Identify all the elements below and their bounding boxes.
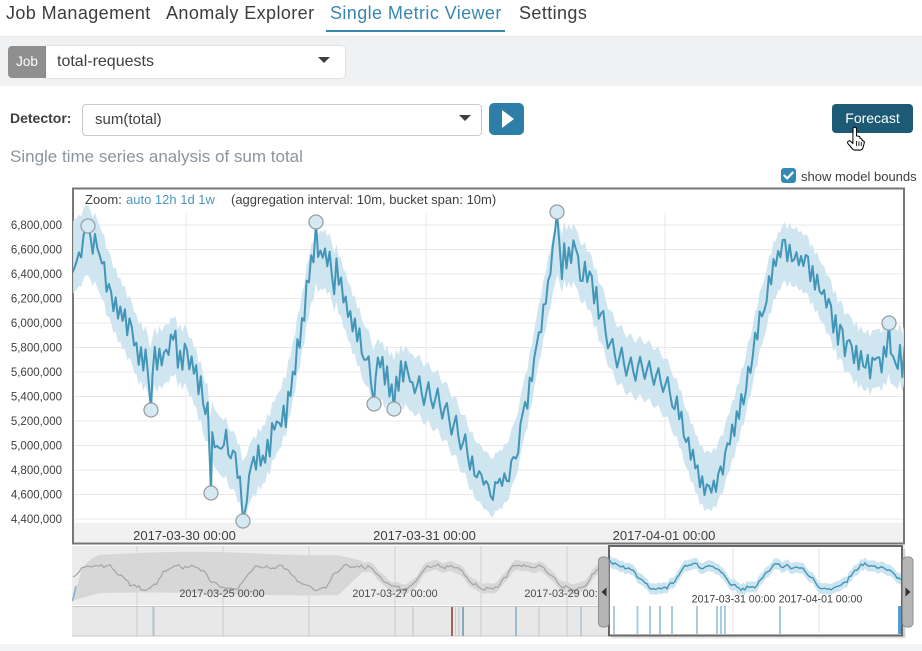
svg-text:5,400,000: 5,400,000 — [11, 392, 62, 404]
svg-text:2017-03-31 00:00: 2017-03-31 00:00 — [373, 528, 476, 543]
svg-text:5,000,000: 5,000,000 — [11, 441, 62, 453]
svg-text:5,600,000: 5,600,000 — [11, 367, 62, 379]
svg-text:6,000,000: 6,000,000 — [11, 318, 62, 330]
svg-text:2017-03-25 00:00: 2017-03-25 00:00 — [179, 588, 264, 600]
svg-text:6,200,000: 6,200,000 — [11, 294, 62, 306]
svg-text:(aggregation interval: 10m, bu: (aggregation interval: 10m, bucket span:… — [231, 192, 496, 207]
svg-text:6,600,000: 6,600,000 — [11, 245, 62, 257]
svg-text:2017-03-30 00:00: 2017-03-30 00:00 — [133, 528, 236, 543]
svg-text:Zoom:: Zoom: — [85, 192, 122, 207]
svg-text:4,400,000: 4,400,000 — [11, 514, 62, 526]
svg-text:2017-03-27 00:00: 2017-03-27 00:00 — [352, 588, 437, 600]
svg-text:6,400,000: 6,400,000 — [11, 269, 62, 281]
svg-text:4,800,000: 4,800,000 — [11, 465, 62, 477]
svg-text:4,600,000: 4,600,000 — [11, 490, 62, 502]
svg-text:6,800,000: 6,800,000 — [11, 220, 62, 232]
svg-text:2017-04-01 00:00: 2017-04-01 00:00 — [779, 594, 863, 606]
svg-text:2017-03-31 00:00: 2017-03-31 00:00 — [692, 594, 776, 606]
svg-text:5,200,000: 5,200,000 — [11, 416, 62, 428]
svg-text:5,800,000: 5,800,000 — [11, 343, 62, 355]
svg-text:2017-04-01 00:00: 2017-04-01 00:00 — [613, 528, 716, 543]
svg-text:2017-03-29 00:00: 2017-03-29 00:00 — [524, 588, 609, 600]
svg-text:auto 12h 1d 1w: auto 12h 1d 1w — [126, 192, 216, 207]
